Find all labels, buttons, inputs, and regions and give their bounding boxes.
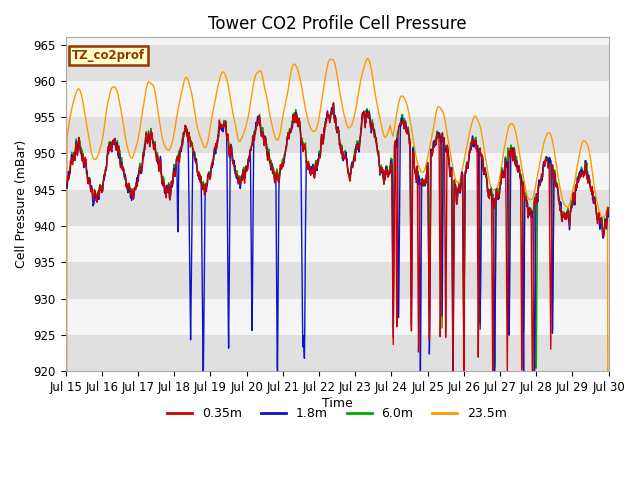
Line: 0.35m: 0.35m: [66, 103, 609, 371]
23.5m: [90, 156, 97, 161]
6.0m: [589, 190, 597, 196]
Title: Tower CO2 Profile Cell Pressure: Tower CO2 Profile Cell Pressure: [208, 15, 467, 33]
Line: 1.8m: 1.8m: [66, 104, 609, 371]
1.8m: [326, 115, 334, 121]
23.5m: [62, 368, 70, 374]
23.5m: [589, 175, 597, 181]
X-axis label: Time: Time: [322, 396, 353, 409]
6.0m: [90, 194, 97, 200]
6.0m: [605, 209, 612, 215]
23.5m: [589, 173, 596, 179]
6.0m: [62, 182, 70, 188]
23.5m: [490, 187, 497, 193]
Legend: 0.35m, 1.8m, 6.0m, 23.5m: 0.35m, 1.8m, 6.0m, 23.5m: [162, 402, 512, 425]
0.35m: [449, 368, 457, 374]
1.8m: [312, 163, 319, 168]
6.0m: [589, 196, 597, 202]
23.5m: [605, 368, 612, 374]
1.8m: [490, 274, 497, 279]
23.5m: [326, 57, 333, 63]
23.5m: [364, 56, 372, 61]
6.0m: [491, 366, 499, 372]
Line: 6.0m: 6.0m: [66, 103, 609, 369]
Y-axis label: Cell Pressure (mBar): Cell Pressure (mBar): [15, 140, 28, 268]
6.0m: [326, 118, 333, 123]
Bar: [66, 81, 609, 117]
Bar: [66, 335, 609, 371]
0.35m: [589, 190, 597, 195]
0.35m: [62, 183, 70, 189]
0.35m: [312, 163, 319, 169]
Bar: [66, 117, 609, 154]
1.8m: [605, 214, 612, 220]
23.5m: [312, 128, 319, 133]
0.35m: [330, 100, 337, 106]
1.8m: [199, 368, 207, 374]
0.35m: [326, 120, 333, 126]
1.8m: [589, 200, 597, 206]
Bar: [66, 226, 609, 262]
1.8m: [90, 202, 97, 207]
Bar: [66, 262, 609, 299]
1.8m: [62, 183, 70, 189]
Line: 23.5m: 23.5m: [66, 59, 609, 371]
0.35m: [90, 194, 97, 200]
0.35m: [589, 198, 597, 204]
6.0m: [312, 162, 319, 168]
Text: TZ_co2prof: TZ_co2prof: [72, 49, 145, 62]
1.8m: [330, 101, 337, 107]
Bar: [66, 154, 609, 190]
6.0m: [490, 220, 497, 226]
Bar: [66, 299, 609, 335]
6.0m: [330, 100, 337, 106]
1.8m: [589, 194, 597, 200]
0.35m: [490, 233, 497, 239]
Bar: [66, 190, 609, 226]
Bar: [66, 45, 609, 81]
0.35m: [605, 209, 612, 215]
